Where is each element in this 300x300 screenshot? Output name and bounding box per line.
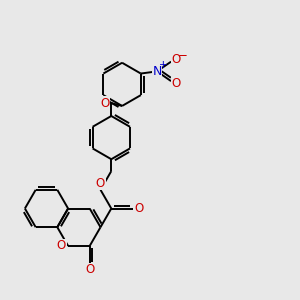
Text: O: O <box>172 53 181 66</box>
Text: +: + <box>159 60 168 70</box>
Text: O: O <box>172 77 181 90</box>
Text: O: O <box>85 263 94 276</box>
Text: O: O <box>57 239 66 252</box>
Text: O: O <box>96 177 105 190</box>
Text: N: N <box>152 65 162 78</box>
Text: O: O <box>135 202 144 215</box>
Text: −: − <box>178 49 188 62</box>
Text: O: O <box>100 97 109 110</box>
